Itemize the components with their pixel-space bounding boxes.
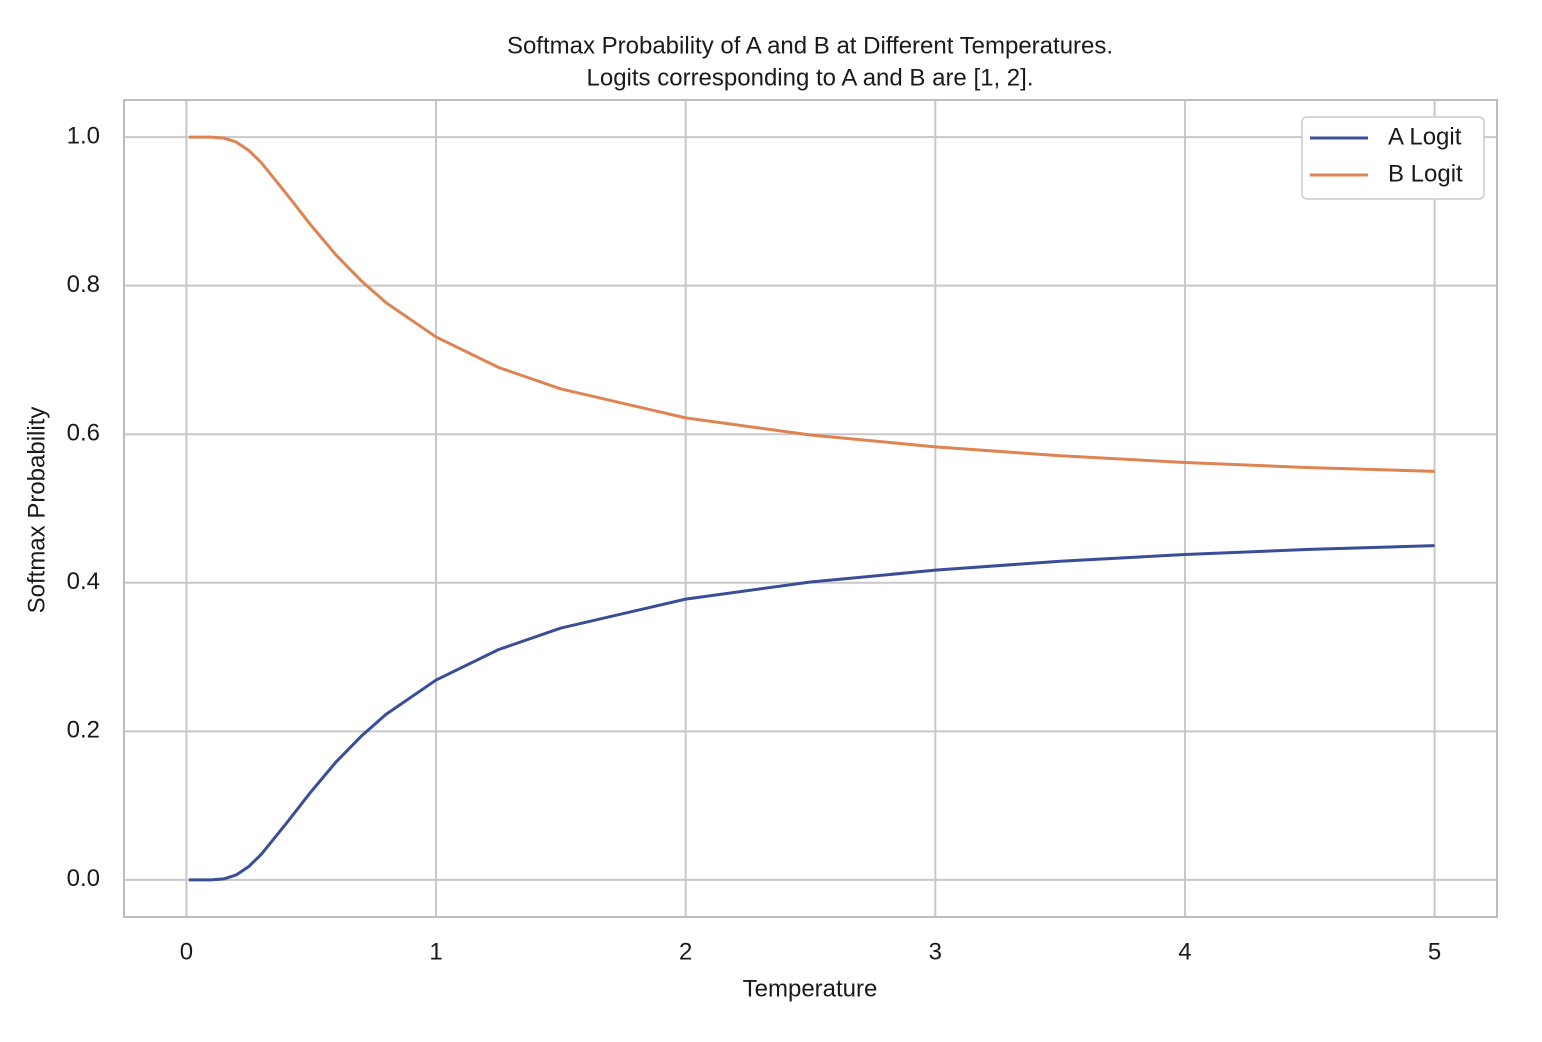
legend-label: A Logit [1388,123,1462,150]
x-tick-label: 0 [180,938,193,965]
x-axis-label: Temperature [743,975,878,1002]
line-series [188,135,1435,473]
y-tick-label: 0.8 [67,271,100,298]
x-tick-label: 2 [679,938,692,965]
x-tick-label: 1 [429,938,442,965]
y-axis-label: Softmax Probability [23,407,50,614]
legend: A Logit B Logit [1301,116,1485,200]
plot-frame [123,99,1498,918]
x-tick-label: 4 [1178,938,1191,965]
y-tick-label: 0.2 [67,717,100,744]
chart-title: Softmax Probability of A and B at Differ… [507,32,1113,59]
y-tick-label: 0.4 [67,568,100,595]
y-tick-label: 0.0 [67,865,100,892]
x-tick-label: 3 [929,938,942,965]
y-tick-label: 0.6 [67,420,100,447]
x-tick-label: 5 [1428,938,1441,965]
line-series [188,544,1435,882]
y-tick-label: 1.0 [67,122,100,149]
chart-subtitle: Logits corresponding to A and B are [1, … [587,64,1034,91]
legend-label: B Logit [1388,160,1463,187]
